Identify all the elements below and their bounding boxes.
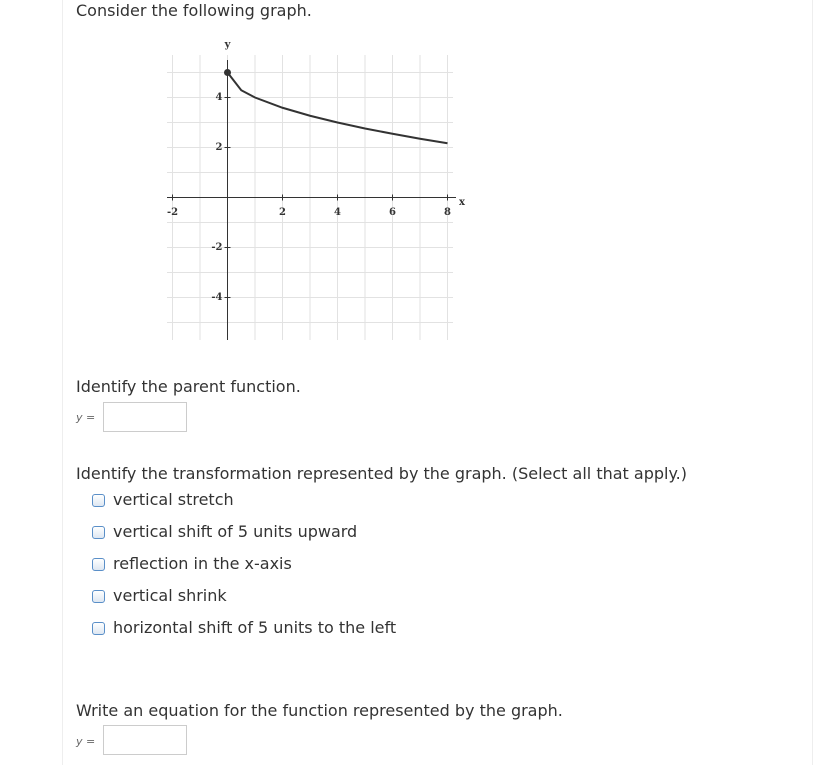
endpoint — [224, 69, 231, 76]
option-label[interactable]: horizontal shift of 5 units to the left — [113, 618, 397, 637]
question: Write an equation for the function repre… — [76, 701, 563, 720]
answer-input[interactable] — [103, 725, 187, 755]
y-tick-label: -4 — [211, 292, 222, 303]
y-axis-label: y — [224, 40, 232, 51]
y-tick-label: 2 — [216, 142, 223, 153]
question: Identify the transformation represented … — [76, 464, 687, 483]
x-tick-label: -2 — [167, 207, 178, 218]
answer-label: y = — [76, 735, 96, 748]
option-label[interactable]: vertical shift of 5 units upward — [113, 522, 358, 541]
prompt: Consider the following graph. — [76, 1, 312, 20]
frame-border — [812, 0, 813, 765]
x-tick-label: 2 — [279, 207, 286, 218]
x-tick-label: 4 — [334, 207, 341, 218]
x-tick-label: 6 — [389, 207, 396, 218]
answer-label: y = — [76, 411, 96, 424]
option-label[interactable]: vertical shrink — [113, 586, 227, 605]
option-label[interactable]: reflection in the x-axis — [113, 554, 292, 573]
checkbox[interactable] — [92, 494, 105, 507]
x-axis-label: x — [459, 197, 466, 208]
question: Identify the parent function. — [76, 377, 301, 396]
checkbox[interactable] — [92, 622, 105, 635]
curve — [226, 71, 448, 145]
checkbox[interactable] — [92, 590, 105, 603]
answer-input[interactable] — [103, 402, 187, 432]
frame-border — [62, 0, 63, 765]
graph: x y -2 2 4 6 8 -4 -2 2 4 — [167, 40, 466, 340]
y-tick-label: 4 — [216, 92, 223, 103]
checkbox[interactable] — [92, 526, 105, 539]
checkbox[interactable] — [92, 558, 105, 571]
y-tick-label: -2 — [211, 242, 222, 253]
option-label[interactable]: vertical stretch — [113, 490, 234, 509]
x-tick-label: 8 — [444, 207, 451, 218]
